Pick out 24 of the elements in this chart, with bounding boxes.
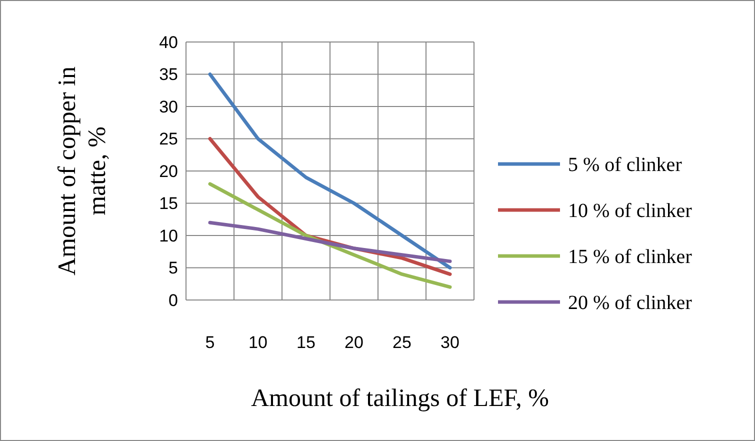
x-tick-label: 15	[296, 333, 316, 352]
y-tick-label: 10	[159, 226, 178, 246]
x-tick-label: 10	[248, 333, 268, 352]
line-series	[208, 72, 452, 270]
y-tick-label: 30	[159, 97, 178, 116]
y-tick-label: 40	[159, 32, 178, 52]
y-tick-label: 35	[159, 65, 178, 84]
y-tick-label: 20	[159, 162, 178, 181]
y-tick-label: 15	[159, 194, 178, 214]
x-tick-label: 5	[205, 333, 215, 352]
line-series	[208, 220, 452, 264]
line-series	[208, 182, 452, 289]
legend-label: 20 % of clinker	[568, 292, 692, 314]
y-tick-label: 0	[168, 290, 178, 310]
y-tick-label: 5	[168, 258, 178, 278]
x-tick-label: 20	[344, 333, 364, 352]
legend-label: 10 % of clinker	[568, 200, 692, 222]
x-axis-title: Amount of tailings of LEF, %	[251, 385, 549, 412]
legend-label: 15 % of clinker	[568, 246, 692, 268]
legend-label: 5 % of clinker	[568, 154, 682, 176]
x-tick-label: 30	[440, 333, 460, 352]
y-axis-title: Amount of copper in matte, %	[54, 66, 111, 276]
x-tick-label: 25	[392, 333, 412, 352]
y-tick-label: 25	[159, 130, 178, 149]
